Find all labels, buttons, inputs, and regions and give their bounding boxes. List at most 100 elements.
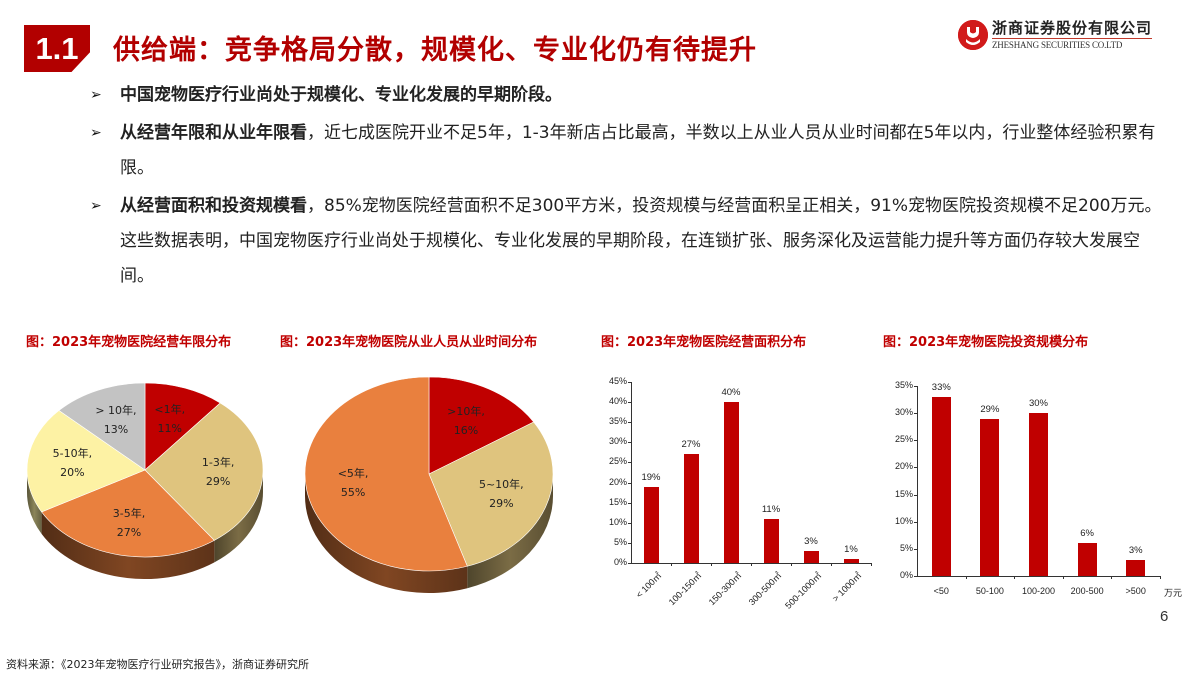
x-tick-mark	[1014, 576, 1016, 579]
pie-chart-staff-tenure: >10年, 16% 5~10年, 29% <5年, 55%	[295, 367, 563, 603]
y-tick-mark	[628, 382, 631, 383]
x-category-label: >500	[1125, 586, 1146, 596]
x-category-label: 100-200	[1021, 586, 1056, 596]
pie-svg	[304, 376, 554, 593]
pie-slice-side	[467, 474, 553, 589]
x-tick-mark	[751, 563, 752, 566]
bullet-text: ，近七成医院开业不足5年，1-3年新店占比最高，半数以上从业人员从业时间都在5年…	[120, 123, 1156, 178]
y-tick-mark	[628, 542, 631, 544]
y-tick-label: 5%	[613, 536, 627, 547]
pie-slice-side	[41, 511, 215, 579]
x-category-label: 200-500	[1070, 586, 1104, 596]
bar-value-label: 19%	[641, 471, 661, 483]
bullet-bold-text: 从经营年限和从业年限看	[120, 123, 307, 143]
bar-value-label: 40%	[721, 387, 741, 399]
y-tick-label: 30%	[608, 436, 627, 447]
y-axis-line	[917, 386, 918, 576]
y-tick-label: 5%	[899, 542, 913, 553]
y-tick-label: 15%	[894, 488, 913, 499]
pie-slice	[58, 382, 146, 471]
y-tick-mark	[628, 522, 631, 524]
page-number: 6	[1160, 608, 1169, 625]
arrow-bullet-icon: ➢	[90, 87, 102, 103]
bullet-bold-text: 从经营面积和投资规模看	[120, 196, 307, 216]
y-tick-label: 25%	[608, 456, 627, 467]
arrow-bullet-icon: ➢	[90, 198, 102, 214]
chart-title-staff-tenure: 图：2023年宠物医院从业人员从业时间分布	[280, 335, 538, 350]
source-note: 资料来源：《2023年宠物医疗行业研究报告》，浙商证券研究所	[6, 658, 309, 671]
x-tick-mark	[831, 563, 832, 566]
bar-value-label: 3%	[804, 535, 818, 547]
y-tick-label: 30%	[894, 407, 913, 418]
arrow-bullet-icon: ➢	[90, 125, 102, 141]
pie-slice-side	[305, 474, 468, 593]
bar	[1029, 413, 1048, 576]
pie-data-label: > 10年, 13%	[95, 404, 137, 437]
bullet-bold-text: 中国宠物医疗行业尚处于规模化、专业化发展的早期阶段。	[120, 85, 562, 105]
bar	[1077, 543, 1097, 576]
bullet-text: ，85%宠物医院经营面积不足300平方米，投资规模与经营面积呈正相关，91%宠物…	[120, 196, 1162, 286]
x-axis-unit-label: 万元	[1164, 588, 1183, 598]
bar-value-label: 29%	[980, 403, 1000, 415]
pie-slice	[144, 402, 264, 541]
pie-data-label: 5-10年, 20%	[52, 447, 93, 480]
pie-slice-side	[214, 470, 263, 563]
bar	[683, 454, 699, 563]
pie-data-label: 1-3年, 29%	[201, 455, 235, 488]
bar-value-label: 27%	[681, 439, 701, 451]
bar	[1126, 559, 1146, 576]
bar-value-label: 11%	[761, 503, 781, 515]
chart-title-operating-years: 图：2023年宠物医院经营年限分布	[26, 335, 232, 350]
x-tick-mark	[1160, 576, 1161, 579]
y-tick-mark	[628, 502, 631, 504]
section-number-badge: 1.1	[24, 25, 90, 72]
bar	[931, 396, 951, 576]
pie-slice	[428, 376, 535, 475]
x-tick-mark	[711, 563, 712, 566]
y-tick-label: 20%	[894, 461, 913, 472]
y-tick-label: 35%	[894, 380, 913, 390]
y-tick-mark	[914, 440, 917, 442]
x-tick-mark	[871, 563, 872, 566]
bullet-item: ➢ 从经营面积和投资规模看，85%宠物医院经营面积不足300平方米，投资规模与经…	[88, 189, 1168, 294]
bar	[643, 486, 659, 563]
pie-slice	[41, 469, 215, 558]
pie-chart-operating-years: <1年, 11% 1-3年, 29% 3-5年, 27% 5-10年, 20% > 10年, 13…	[17, 373, 273, 589]
bar-value-label: 33%	[931, 381, 951, 393]
bar-value-label: 1%	[844, 543, 858, 555]
pie-data-label: 3-5年, 27%	[112, 506, 146, 539]
x-tick-mark	[1111, 576, 1113, 579]
y-tick-label: 35%	[608, 416, 627, 427]
pie-svg	[26, 382, 264, 579]
bar	[803, 550, 819, 563]
bullet-item: ➢ 中国宠物医疗行业尚处于规模化、专业化发展的早期阶段。	[88, 78, 1168, 113]
bar-value-label: 30%	[1028, 398, 1048, 410]
zheshang-logo-icon	[958, 19, 988, 50]
y-axis-line	[631, 382, 632, 563]
y-tick-mark	[914, 521, 917, 523]
x-tick-mark	[791, 563, 792, 566]
y-tick-mark	[914, 548, 917, 550]
bar	[723, 402, 739, 563]
y-tick-mark	[914, 467, 917, 469]
bar-value-label: 6%	[1080, 528, 1094, 540]
y-tick-mark	[628, 563, 631, 564]
bar	[843, 558, 859, 563]
bullet-list: ➢ 中国宠物医疗行业尚处于规模化、专业化发展的早期阶段。 ➢ 从经营年限和从业年…	[88, 78, 1168, 294]
pie-data-label: 5~10年, 29%	[478, 478, 524, 511]
pie-slice	[26, 410, 146, 513]
bar	[763, 518, 779, 563]
bullet-item: ➢ 从经营年限和从业年限看，近七成医院开业不足5年，1-3年新店占比最高，半数以…	[88, 116, 1168, 186]
y-tick-label: 40%	[608, 396, 627, 407]
logo-english-name: ZHESHANG SECURITIES CO.LTD	[992, 40, 1123, 50]
y-tick-mark	[628, 422, 631, 424]
logo-chinese-name: 浙商证券股份有限公司	[992, 19, 1153, 39]
y-tick-mark	[914, 386, 917, 387]
y-tick-mark	[628, 442, 631, 444]
bar	[980, 418, 1000, 576]
y-tick-label: 45%	[608, 376, 627, 386]
x-tick-mark	[965, 576, 967, 579]
x-category-label: 50-100	[975, 586, 1004, 596]
y-tick-label: 10%	[608, 516, 627, 527]
y-tick-mark	[914, 413, 917, 415]
